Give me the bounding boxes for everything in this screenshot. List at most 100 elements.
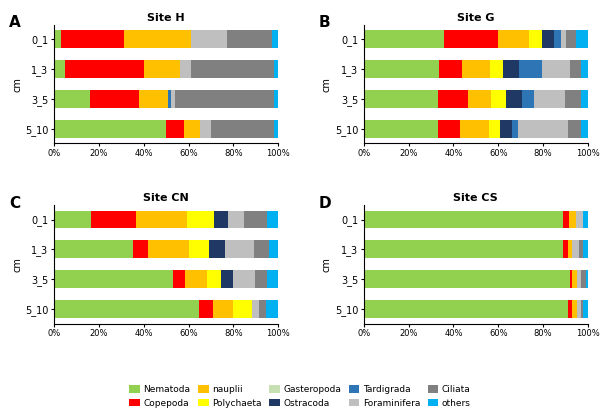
Bar [54, 240, 133, 259]
Bar [561, 30, 566, 48]
Bar [572, 271, 577, 288]
Bar [568, 240, 572, 259]
Bar [364, 210, 563, 229]
Bar [491, 90, 506, 108]
Bar [462, 60, 490, 78]
Bar [568, 300, 572, 318]
Bar [54, 90, 90, 108]
Bar [554, 30, 561, 48]
Bar [503, 60, 520, 78]
Bar [489, 120, 500, 138]
Y-axis label: cm: cm [322, 257, 332, 272]
Legend: Nematoda, Copepoda, nauplii, Polychaeta, Gasteropoda, Ostracoda, Tardigrada, For: Nematoda, Copepoda, nauplii, Polychaeta,… [127, 383, 473, 410]
Bar [460, 120, 489, 138]
Bar [542, 60, 569, 78]
Bar [520, 60, 542, 78]
Bar [148, 240, 188, 259]
Bar [533, 90, 565, 108]
Bar [175, 90, 274, 108]
Bar [184, 120, 200, 138]
Bar [54, 120, 166, 138]
Bar [569, 210, 577, 229]
Text: B: B [319, 15, 331, 30]
Bar [506, 90, 522, 108]
Bar [586, 271, 588, 288]
Bar [267, 271, 278, 288]
Bar [581, 60, 588, 78]
Bar [581, 300, 583, 318]
Bar [169, 90, 170, 108]
Bar [188, 240, 209, 259]
Bar [179, 60, 191, 78]
Bar [224, 240, 254, 259]
Bar [54, 30, 61, 48]
Bar [254, 240, 269, 259]
Bar [191, 60, 274, 78]
Bar [512, 120, 518, 138]
Text: A: A [9, 15, 21, 30]
Bar [259, 300, 266, 318]
Bar [569, 60, 581, 78]
Bar [267, 210, 278, 229]
Bar [266, 300, 278, 318]
Bar [490, 60, 503, 78]
Bar [542, 30, 554, 48]
Bar [364, 240, 563, 259]
Bar [577, 300, 581, 318]
Bar [583, 240, 588, 259]
Bar [581, 120, 588, 138]
Bar [364, 300, 568, 318]
Bar [227, 30, 272, 48]
Bar [498, 30, 529, 48]
Bar [364, 271, 570, 288]
Bar [91, 210, 136, 229]
Title: Site CS: Site CS [454, 193, 498, 203]
Bar [221, 271, 233, 288]
Bar [191, 30, 227, 48]
Bar [444, 30, 498, 48]
Bar [208, 271, 221, 288]
Bar [439, 60, 462, 78]
Bar [577, 271, 581, 288]
Bar [173, 271, 185, 288]
Bar [583, 210, 588, 229]
Bar [439, 90, 468, 108]
Bar [54, 60, 65, 78]
Bar [144, 60, 179, 78]
Bar [518, 120, 568, 138]
Bar [274, 120, 278, 138]
Bar [583, 300, 588, 318]
Bar [124, 30, 191, 48]
Bar [233, 271, 256, 288]
Bar [572, 300, 577, 318]
Bar [272, 30, 278, 48]
Y-axis label: cm: cm [322, 77, 332, 92]
Bar [200, 120, 211, 138]
Bar [364, 120, 437, 138]
Bar [252, 300, 259, 318]
Bar [61, 30, 124, 48]
Y-axis label: cm: cm [12, 257, 22, 272]
Bar [228, 210, 244, 229]
Bar [90, 90, 139, 108]
Bar [568, 120, 581, 138]
Bar [65, 60, 144, 78]
Bar [274, 60, 278, 78]
Bar [209, 240, 224, 259]
Bar [522, 90, 533, 108]
Bar [199, 300, 213, 318]
Bar [139, 90, 169, 108]
Title: Site H: Site H [148, 13, 185, 23]
Bar [170, 90, 175, 108]
Bar [54, 271, 173, 288]
Bar [566, 30, 576, 48]
Title: Site G: Site G [457, 13, 494, 23]
Bar [364, 90, 439, 108]
Title: Site CN: Site CN [143, 193, 189, 203]
Text: D: D [319, 195, 331, 211]
Y-axis label: cm: cm [12, 77, 22, 92]
Bar [166, 120, 184, 138]
Bar [468, 90, 491, 108]
Bar [233, 300, 252, 318]
Bar [563, 240, 568, 259]
